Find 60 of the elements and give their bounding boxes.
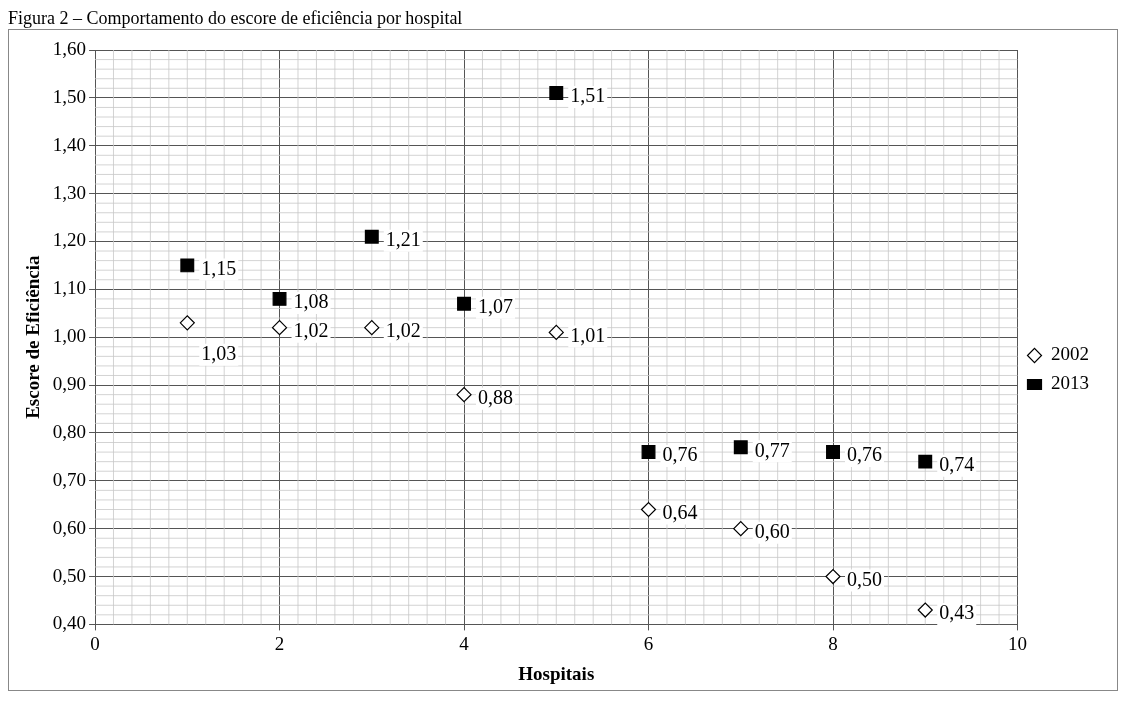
data-label: 1,01 — [570, 323, 606, 346]
y-tick-label: 0,50 — [52, 564, 87, 586]
data-label: 0,88 — [478, 385, 514, 408]
data-label: 0,43 — [939, 601, 975, 624]
point — [733, 440, 748, 455]
y-tick-label: 0,60 — [52, 516, 87, 538]
point — [364, 320, 380, 336]
data-label: 1,21 — [385, 227, 421, 250]
data-label: 1,51 — [570, 84, 606, 107]
point — [271, 320, 288, 336]
point — [364, 229, 379, 244]
data-label: 1,07 — [478, 294, 514, 317]
point — [548, 324, 564, 341]
chart-title: Figura 2 – Comportamento do escore de eficiência por hospital — [8, 8, 464, 29]
data-label: 1,03 — [201, 342, 237, 365]
point — [826, 445, 840, 460]
x-tick-label: 2 — [274, 632, 285, 654]
point — [640, 501, 657, 518]
y-tick-label: 1,60 — [52, 37, 87, 59]
legend-label: 2013 — [1051, 372, 1089, 394]
y-tick-label: 1,50 — [52, 85, 87, 107]
x-tick-label: 0 — [90, 632, 100, 654]
y-tick-label: 0,70 — [52, 468, 87, 490]
y-tick-label: 1,20 — [52, 229, 87, 251]
data-label: 1,08 — [293, 290, 329, 313]
y-tick-label: 1,00 — [52, 325, 87, 347]
point — [549, 86, 564, 101]
x-tick-label: 4 — [459, 632, 470, 654]
y-tick-label: 0,40 — [52, 612, 87, 634]
y-axis-title: Escore de Eficiência — [22, 255, 44, 419]
y-tick-label: 0,90 — [52, 373, 87, 395]
point — [179, 315, 195, 331]
point — [733, 521, 749, 537]
point — [456, 387, 472, 403]
data-label: 0,50 — [847, 567, 883, 590]
data-label: 0,76 — [847, 443, 883, 466]
data-label: 0,77 — [754, 438, 790, 461]
data-label: 0,76 — [662, 443, 698, 466]
point — [180, 258, 195, 273]
x-tick-label: 6 — [643, 632, 654, 654]
point — [457, 296, 471, 311]
x-axis-title: Hospitais — [518, 662, 595, 684]
point — [272, 291, 287, 306]
y-tick-label: 1,10 — [52, 277, 87, 299]
data-label: 0,64 — [662, 500, 698, 523]
point — [918, 454, 933, 469]
x-tick-label: 10 — [1008, 632, 1027, 654]
point — [641, 445, 656, 460]
data-label: 1,02 — [385, 318, 421, 341]
data-label: 1,15 — [201, 256, 237, 279]
data-label: 0,74 — [939, 452, 975, 475]
data-label: 1,02 — [293, 318, 329, 341]
y-tick-label: 1,30 — [52, 181, 87, 203]
y-tick-label: 1,40 — [52, 133, 87, 155]
y-tick-label: 0,80 — [52, 420, 87, 442]
point — [825, 568, 841, 585]
legend-label: 2002 — [1051, 343, 1089, 365]
data-label: 0,60 — [754, 519, 790, 542]
point — [917, 602, 933, 618]
x-tick-label: 8 — [828, 632, 838, 654]
